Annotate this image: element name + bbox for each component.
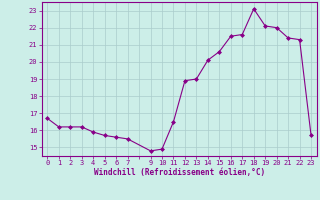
X-axis label: Windchill (Refroidissement éolien,°C): Windchill (Refroidissement éolien,°C): [94, 168, 265, 177]
